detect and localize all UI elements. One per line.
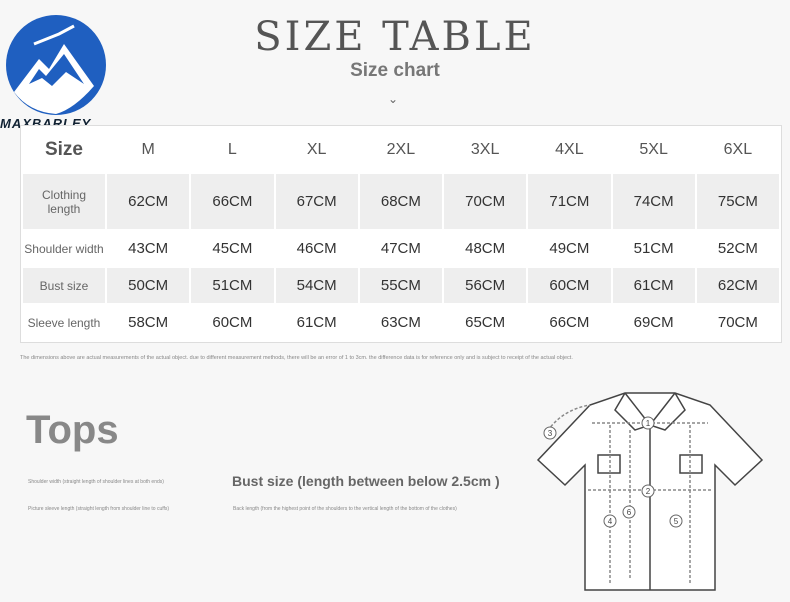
- cell: 60CM: [212, 314, 253, 332]
- brand-logo: MAXBARLEY: [0, 14, 108, 134]
- cell: 67CM: [275, 174, 358, 230]
- tops-title: Tops: [26, 408, 119, 452]
- measurement-note: The dimensions above are actual measurem…: [20, 355, 573, 361]
- column-header: XL: [306, 141, 327, 159]
- cell: 56CM: [444, 268, 527, 304]
- cell: 71CM: [528, 174, 611, 230]
- back-length-desc: Back length (from the highest point of t…: [233, 506, 457, 512]
- table-row: Bust size 50CM 51CM 54CM 55CM 56CM 60CM 61CM 62C…: [23, 268, 779, 304]
- cell: 58CM: [128, 314, 169, 332]
- cell: 51CM: [191, 268, 274, 304]
- row-label: Sleeve length: [27, 315, 101, 330]
- cell: 70CM: [444, 174, 527, 230]
- cell: 49CM: [549, 240, 590, 258]
- cell: 61CM: [612, 268, 695, 304]
- bust-size-desc: Bust size (length between below 2.5cm ): [232, 473, 500, 489]
- marker-1: 1: [646, 419, 651, 428]
- table-row: Sleeve length 58CM 60CM 61CM 63CM 65CM 66CM 69C…: [23, 305, 779, 340]
- cell: 45CM: [212, 240, 253, 258]
- chevron-down-icon: ⌄: [388, 92, 399, 106]
- cell: 62CM: [696, 268, 779, 304]
- cell: 66CM: [549, 314, 590, 332]
- cell: 60CM: [528, 268, 611, 304]
- column-header: M: [141, 141, 155, 159]
- row-label: Bust size: [23, 268, 105, 304]
- row-label: Clothing length: [23, 174, 105, 230]
- sleeve-length-desc: Picture sleeve length (straight length f…: [28, 506, 170, 512]
- column-header: L: [227, 141, 237, 159]
- cell: 69CM: [633, 314, 674, 332]
- table-row: Shoulder width 43CM 45CM 46CM 47CM 48CM 49CM 51…: [23, 231, 779, 266]
- marker-4: 4: [608, 517, 613, 526]
- column-header: 5XL: [639, 141, 668, 159]
- cell: 63CM: [380, 314, 421, 332]
- marker-2: 2: [646, 487, 651, 496]
- table-header-row: Size M L XL 2XL 3XL 4XL 5XL 6XL: [23, 128, 779, 172]
- cell: 55CM: [359, 268, 442, 304]
- column-header: 3XL: [470, 141, 500, 159]
- cell: 74CM: [612, 174, 695, 230]
- cell: 51CM: [633, 240, 674, 258]
- column-header: 4XL: [555, 141, 584, 159]
- cell: 50CM: [107, 268, 190, 304]
- cell: 52CM: [717, 240, 758, 258]
- marker-3: 3: [548, 429, 553, 438]
- row-label: Shoulder width: [24, 241, 104, 256]
- page-title: SIZE TABLE: [254, 14, 536, 60]
- shirt-diagram: 1 2 3 4 5 6: [530, 385, 770, 597]
- page-subtitle: Size chart: [350, 60, 440, 81]
- column-header: 6XL: [723, 141, 753, 159]
- cell: 47CM: [380, 240, 421, 258]
- cell: 75CM: [696, 174, 779, 230]
- cell: 65CM: [465, 314, 506, 332]
- cell: 48CM: [465, 240, 506, 258]
- size-table: Size M L XL 2XL 3XL 4XL 5XL 6XL Clothing…: [20, 125, 782, 343]
- column-header: 2XL: [386, 141, 416, 159]
- table-row: Clothing length 62CM 66CM 67CM 68CM 70CM 71CM 7…: [23, 174, 779, 230]
- shoulder-width-desc: Shoulder width (straight length of shoul…: [28, 479, 164, 485]
- cell: 54CM: [275, 268, 358, 304]
- marker-5: 5: [674, 517, 679, 526]
- cell: 66CM: [191, 174, 274, 230]
- size-header: Size: [44, 139, 84, 161]
- marker-6: 6: [627, 508, 632, 517]
- cell: 68CM: [359, 174, 442, 230]
- cell: 62CM: [107, 174, 190, 230]
- cell: 46CM: [296, 240, 337, 258]
- cell: 43CM: [128, 240, 169, 258]
- cell: 61CM: [296, 314, 337, 332]
- cell: 70CM: [717, 314, 758, 332]
